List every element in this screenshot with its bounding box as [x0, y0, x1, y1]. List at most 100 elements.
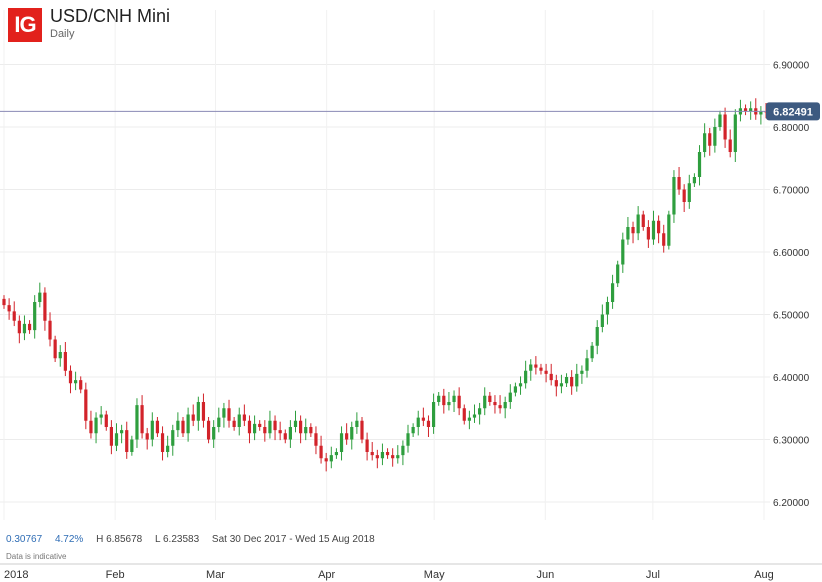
candle-body [53, 339, 57, 359]
candle-body [273, 420, 277, 431]
candle-body [478, 408, 482, 415]
ig-logo: IG [8, 8, 42, 42]
candle-body [201, 402, 206, 421]
candle-body [411, 427, 415, 434]
candle-body [324, 458, 328, 462]
candle-body [345, 433, 349, 440]
candle-body [150, 420, 154, 440]
candle-body [309, 427, 313, 434]
candle-body [63, 352, 67, 371]
candle-body [708, 133, 712, 146]
candle-body [600, 314, 604, 327]
candle-body [334, 452, 339, 456]
candle-body [544, 370, 548, 374]
candle-body [733, 114, 737, 152]
x-axis: 2018 Feb Mar Apr May Jun Jul Aug [0, 563, 822, 581]
y-tick-label: 6.30000 [773, 436, 810, 447]
candle-body [549, 373, 553, 381]
candle-body [651, 220, 656, 240]
candle-body [186, 414, 190, 434]
candle-body [160, 433, 165, 452]
candle-body [416, 417, 420, 427]
candle-body [263, 427, 267, 434]
high-value: H 6.85678 [96, 534, 143, 545]
candle-body [513, 386, 518, 393]
candle-body [677, 177, 681, 190]
change-percent: 4.72% [54, 534, 84, 545]
candle-body [396, 455, 400, 459]
date-range: Sat 30 Dec 2017 - Wed 15 Aug 2018 [211, 534, 375, 545]
candle-body [370, 452, 374, 456]
candle-body [196, 402, 200, 421]
candle-body [631, 227, 635, 234]
candle-body [406, 433, 410, 446]
candle-body [319, 445, 323, 459]
candle-body [447, 402, 451, 406]
candle-body [212, 427, 216, 440]
price-badge [766, 102, 820, 121]
candle-body [657, 220, 661, 234]
x-tick-label: Jun [536, 569, 554, 581]
candle-body [483, 395, 487, 409]
x-tick-label: Jul [646, 569, 660, 581]
stats-bar: 0.30767 4.72% H 6.85678 L 6.23583 Sat 30… [6, 534, 385, 545]
candle-body [94, 417, 98, 434]
candle-body [135, 405, 139, 440]
y-tick-label: 6.80000 [773, 123, 810, 134]
candle-body [385, 452, 390, 456]
candle-body [636, 214, 640, 234]
candle-body [616, 264, 620, 284]
candle-body [232, 420, 236, 427]
candle-body [759, 111, 763, 115]
candle-body [564, 377, 569, 384]
candle-body [125, 430, 129, 452]
candle-body [140, 405, 144, 434]
y-tick-label: 6.60000 [773, 248, 810, 259]
candle-body [621, 239, 625, 265]
candle-body [114, 433, 119, 446]
candle-body [247, 420, 252, 434]
candle-body [401, 445, 405, 456]
candle-body [48, 320, 52, 340]
price-badge-label: 6.82491 [773, 106, 813, 118]
candle-body [350, 427, 354, 440]
candle-body [559, 383, 564, 387]
candle-body [534, 364, 538, 368]
candle-body [431, 402, 436, 427]
candle-body [728, 139, 732, 152]
candle-body [27, 323, 32, 331]
candle-body [43, 292, 47, 321]
candle-body [605, 302, 610, 315]
candle-body [743, 108, 748, 112]
candle-body [12, 311, 16, 321]
candle-body [391, 455, 395, 459]
candle-body [84, 389, 88, 421]
candle-body [595, 327, 599, 346]
candle-body [380, 452, 385, 459]
candle-body [641, 214, 645, 227]
candle-body [242, 414, 246, 421]
candle-body [355, 420, 359, 427]
candle-body [109, 427, 113, 446]
y-tick-label: 6.20000 [773, 498, 810, 509]
candle-body [130, 439, 134, 452]
candle-body [437, 395, 441, 402]
candle-body [498, 405, 502, 409]
candle-body [697, 152, 702, 177]
candle-body [7, 305, 11, 312]
candle-body [580, 370, 584, 374]
candle-body [181, 420, 185, 434]
candle-body [329, 455, 333, 462]
candle-body [575, 373, 579, 387]
candle-body [662, 233, 666, 246]
candle-body [2, 298, 6, 306]
candle-body [166, 445, 170, 452]
candle-body [672, 177, 676, 215]
y-tick-label: 6.70000 [773, 186, 810, 197]
candle-body [421, 417, 425, 421]
candle-body [682, 189, 686, 202]
candle-body [610, 283, 615, 302]
x-tick-label: Feb [106, 569, 125, 581]
candle-body [488, 395, 492, 402]
